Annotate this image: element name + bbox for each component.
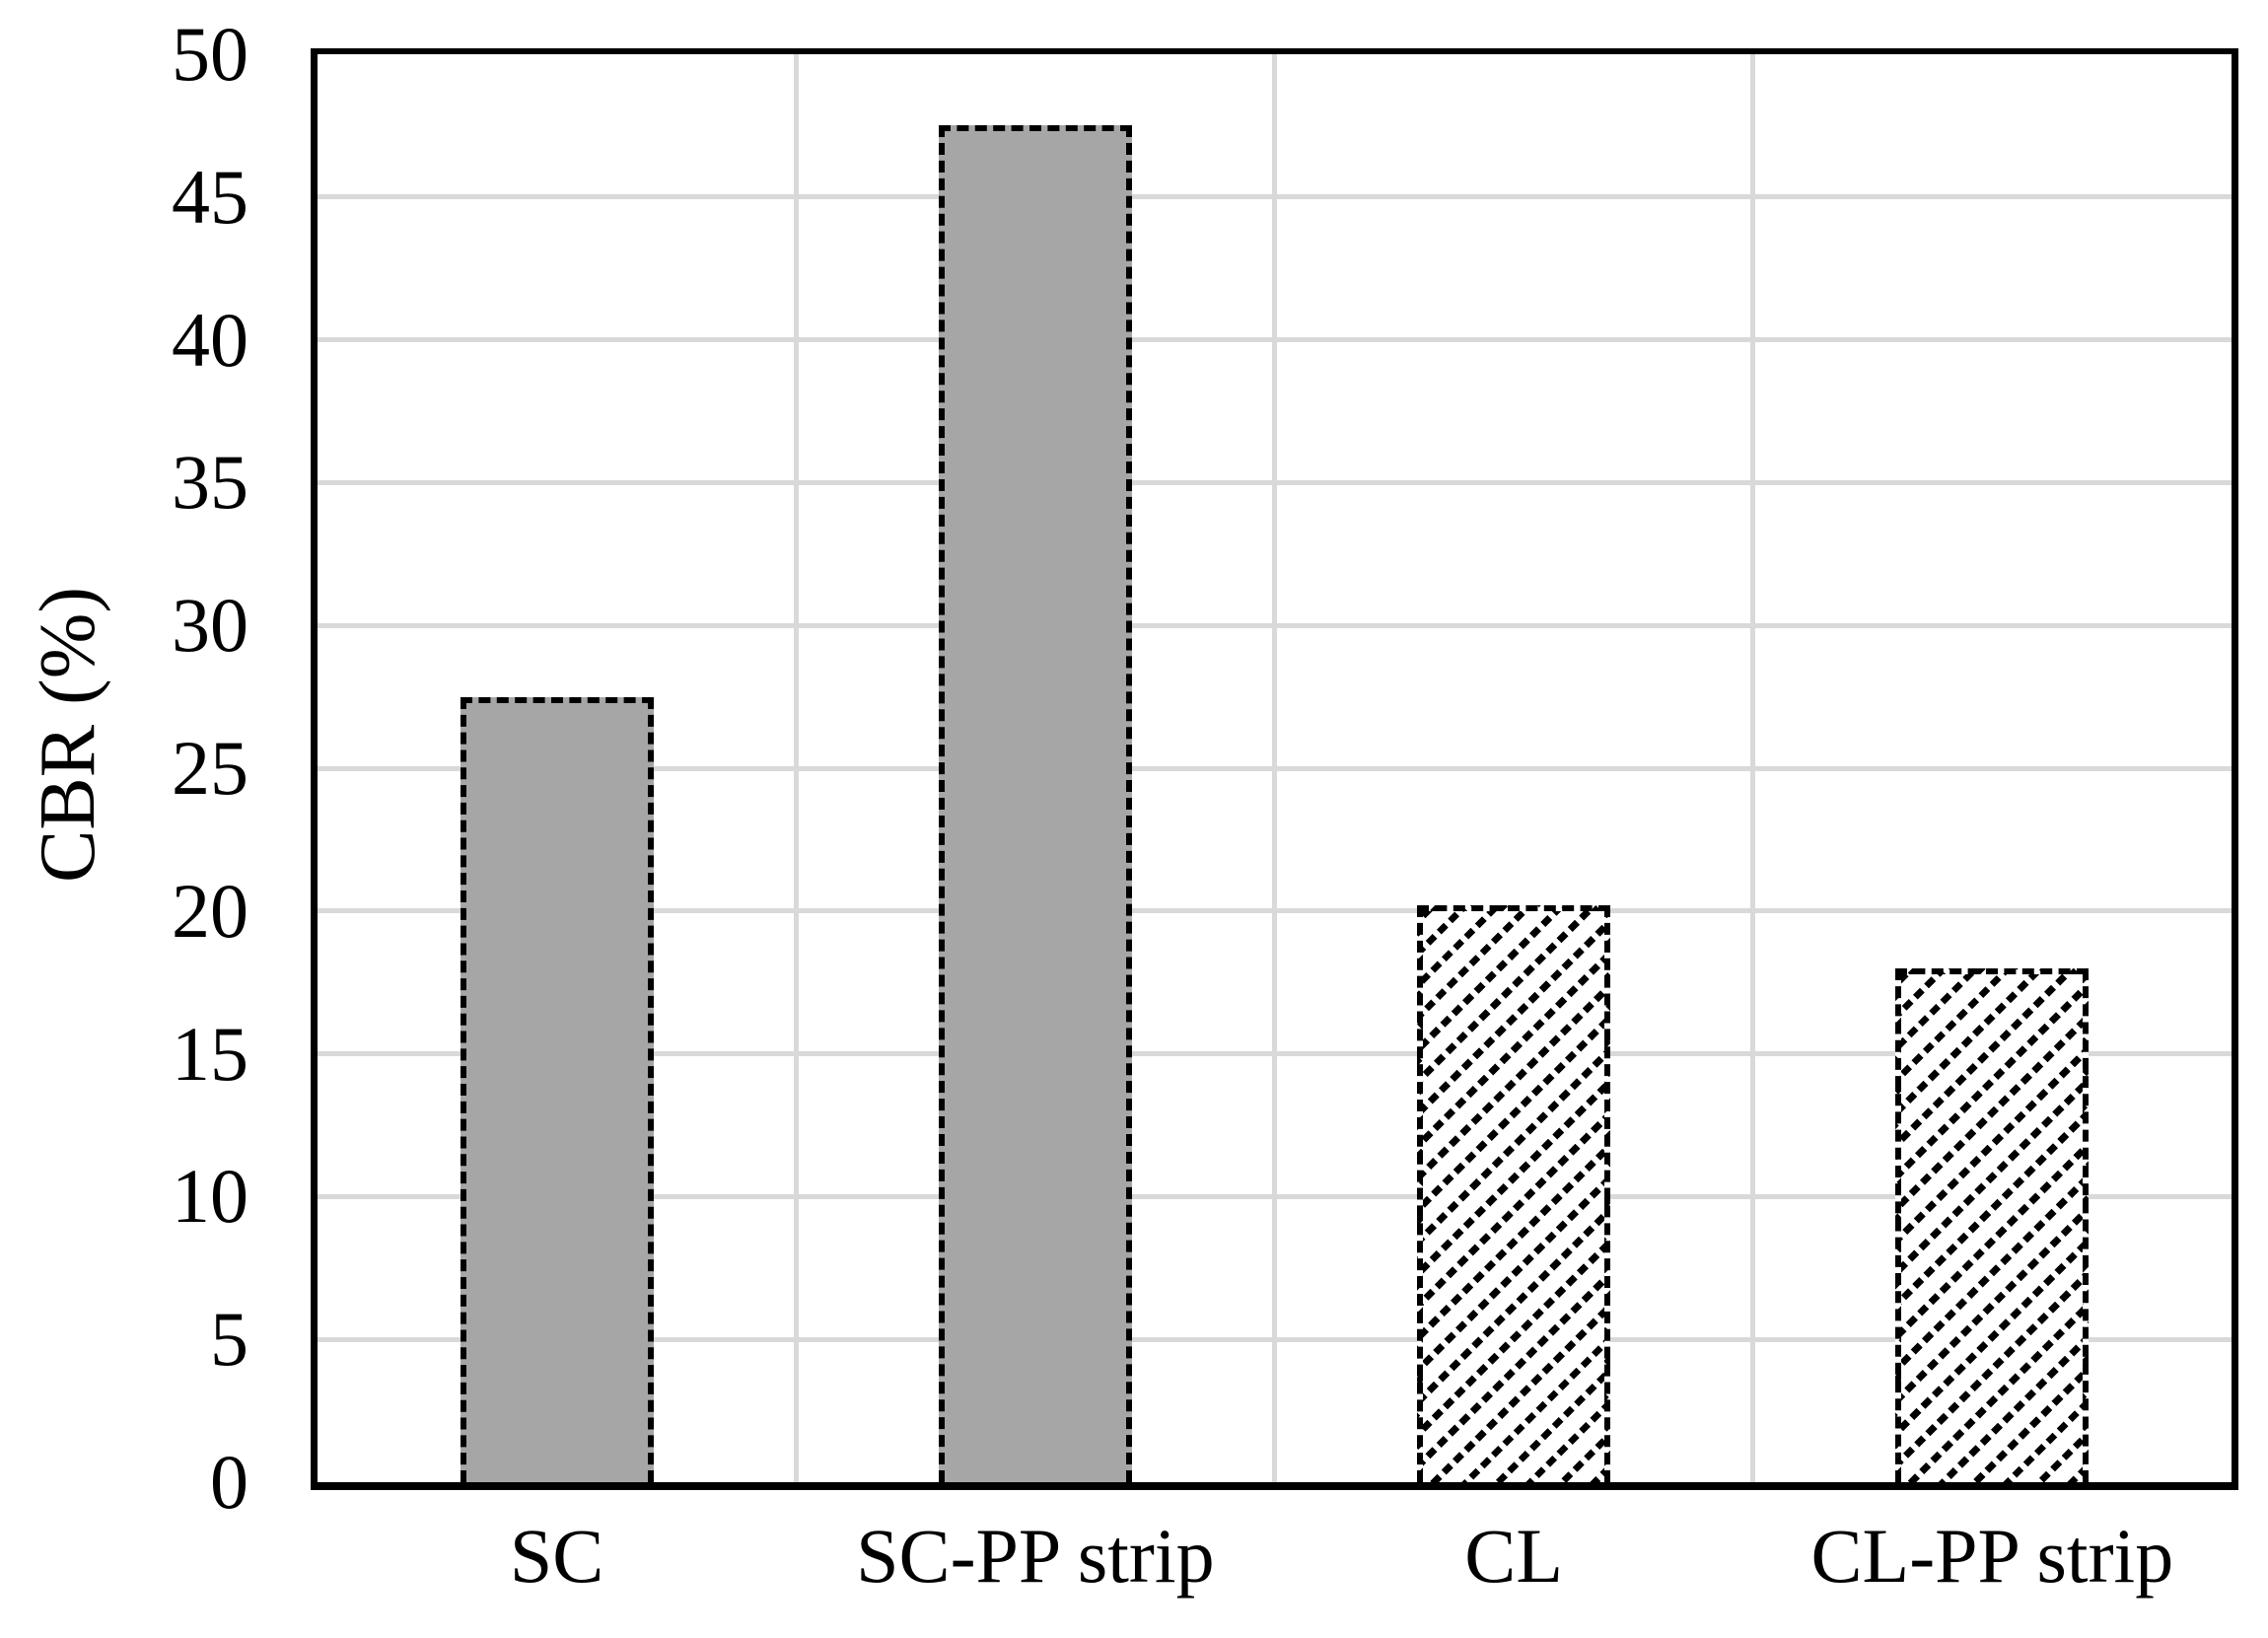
y-tick-label: 50: [172, 11, 248, 97]
gridline-vertical: [1750, 54, 1756, 1482]
y-tick-label: 40: [172, 296, 248, 383]
y-tick-label: 20: [172, 867, 248, 954]
x-category-label: SC-PP strip: [856, 1513, 1215, 1599]
bar-sc-pp-strip: [938, 125, 1132, 1482]
bar-sc: [460, 696, 654, 1482]
y-tick-label: 45: [172, 153, 248, 240]
y-tick-label: 25: [172, 725, 248, 811]
x-category-label: CL: [1464, 1513, 1563, 1599]
bar-cl: [1417, 905, 1611, 1482]
y-tick-label: 5: [210, 1296, 248, 1383]
plot-area: [311, 48, 2238, 1490]
gridline-vertical: [793, 54, 799, 1482]
y-tick-label: 35: [172, 439, 248, 526]
y-tick-label: 10: [172, 1153, 248, 1240]
x-category-label: CL-PP strip: [1810, 1513, 2174, 1599]
gridline-vertical: [1272, 54, 1277, 1482]
y-tick-label: 15: [172, 1010, 248, 1097]
x-category-label: SC: [509, 1513, 604, 1599]
y-tick-label: 0: [210, 1439, 248, 1525]
bar-cl-pp-strip: [1895, 967, 2090, 1482]
y-tick-label: 30: [172, 582, 248, 669]
